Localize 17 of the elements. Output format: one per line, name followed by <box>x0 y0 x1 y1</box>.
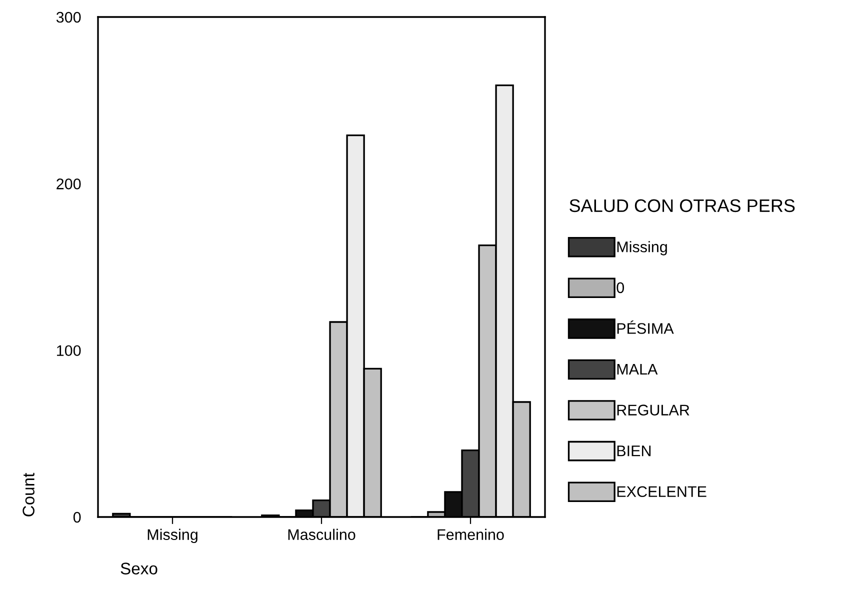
legend-label: BIEN <box>617 446 651 456</box>
legend-label: MALA <box>617 364 658 375</box>
legend-label: EXCELENTE <box>617 486 706 498</box>
legend-label: PÉSIMA <box>617 320 674 334</box>
legend-label: REGULAR <box>617 404 690 416</box>
legend-label: 0 <box>616 282 624 294</box>
legend-label: Missing <box>617 241 667 256</box>
legend-title: SALUD CON OTRAS PERS <box>570 199 795 212</box>
y-tick-label: 100 <box>57 345 81 356</box>
y-tick-label: 0 <box>73 512 81 523</box>
x-axis-title: Sexo <box>120 562 158 574</box>
x-tick-label: Masculino <box>288 528 356 540</box>
x-tick-label: Missing <box>148 528 198 544</box>
y-axis-title: Count <box>22 472 34 516</box>
y-tick-label: 200 <box>56 178 81 190</box>
x-tick-label: Femenino <box>438 528 504 540</box>
y-tick-label: 300 <box>56 12 81 23</box>
